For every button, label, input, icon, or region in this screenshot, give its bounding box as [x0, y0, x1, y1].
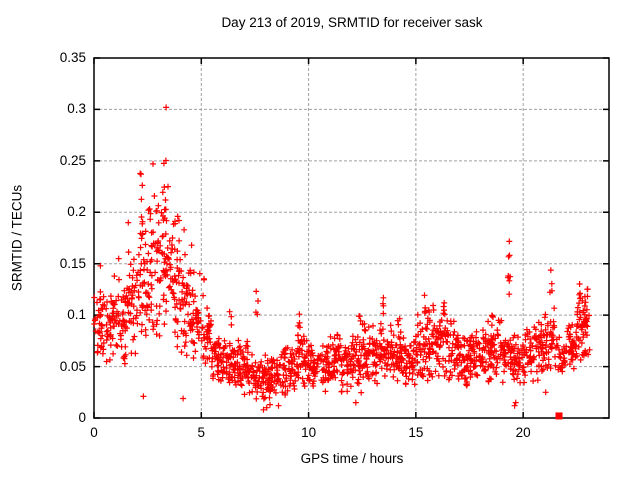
chart-title: Day 213 of 2019, SRMTID for receiver sas…: [221, 15, 483, 30]
x-tick-label: 20: [515, 425, 531, 440]
y-tick-label: 0.3: [67, 101, 86, 117]
data-points: [91, 104, 593, 413]
x-tick-label: 15: [408, 425, 424, 440]
plot-border: [93, 57, 610, 419]
y-tick-label: 0: [78, 410, 86, 425]
zero-cluster-marker: [555, 412, 563, 420]
y-tick-label: 0.05: [59, 358, 86, 374]
y-tick-label: 0.1: [67, 307, 86, 323]
y-tick-label: 0.35: [59, 50, 86, 65]
x-tick-label: 5: [197, 425, 206, 440]
y-tick-label: 0.2: [67, 204, 86, 220]
x-axis-label: GPS time / hours: [300, 451, 404, 466]
y-axis-label: SRMTID / TECUs: [9, 184, 25, 292]
x-tick-label: 0: [90, 425, 98, 440]
y-tick-label: 0.25: [59, 152, 86, 168]
x-tick-label: 10: [301, 425, 317, 440]
y-tick-label: 0.15: [59, 255, 86, 271]
